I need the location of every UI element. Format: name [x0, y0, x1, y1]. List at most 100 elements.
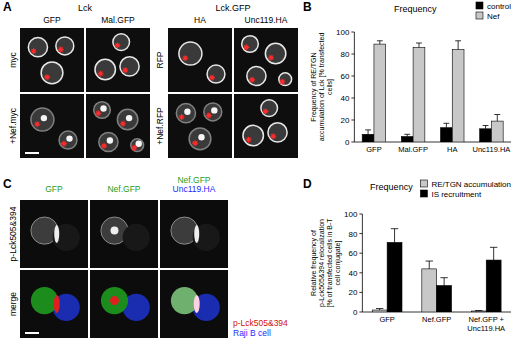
y-tick-label: 100 — [336, 28, 350, 37]
axis-title: Relative frequency ofp-Lck505&394 reloca… — [310, 218, 342, 308]
asterisk — [209, 75, 215, 81]
x-tick-label: GFP — [379, 315, 394, 324]
image-bg — [86, 94, 150, 158]
bar — [486, 260, 501, 312]
y-tick-label: 80 — [348, 230, 357, 239]
micrograph — [20, 200, 88, 268]
error-bar — [494, 115, 500, 122]
text-line: accumulation of Lck [% transfected — [318, 33, 326, 142]
asterisk — [131, 145, 137, 151]
micrograph — [20, 94, 84, 158]
signal — [54, 225, 59, 243]
puncta — [126, 115, 132, 121]
legend-label: IS recruitment — [431, 190, 482, 199]
cell — [247, 66, 266, 85]
micrograph — [234, 94, 298, 158]
image-bg — [234, 94, 298, 158]
channel-legend: p-Lck505&394 — [233, 318, 288, 328]
asterisk — [179, 114, 185, 120]
y-tick — [359, 292, 362, 293]
text-line: cell conjugate] — [334, 241, 342, 286]
image-bg — [20, 94, 84, 158]
x-tick-label: GFP — [366, 145, 381, 154]
cell — [131, 139, 144, 152]
y-axis — [354, 32, 355, 142]
cell — [268, 123, 287, 142]
error-bar — [404, 134, 410, 136]
text-line: Mal.GFP — [398, 145, 428, 154]
panel-letter: C — [3, 177, 12, 191]
row-label: RFP — [155, 51, 165, 68]
micrograph — [160, 270, 228, 338]
y-tick-label: 20 — [348, 288, 357, 297]
asterisk — [44, 74, 50, 80]
b-cell — [193, 294, 220, 321]
cell — [243, 125, 263, 145]
cell — [279, 73, 292, 86]
text-line: GFP — [366, 145, 381, 154]
error-bar — [440, 278, 447, 286]
error-bar — [376, 309, 383, 310]
asterisk — [120, 121, 126, 127]
text-line: Frequency of RE/TGN — [310, 52, 318, 121]
micrograph — [90, 270, 158, 338]
asterisk — [249, 77, 255, 83]
image-bg — [168, 94, 232, 158]
y-tick — [359, 233, 362, 234]
legend-swatch — [420, 190, 427, 197]
cell — [261, 100, 278, 117]
micrograph — [90, 200, 158, 268]
bar — [401, 137, 413, 143]
text-line: GFP — [379, 315, 394, 324]
x-tick-label: Nef.GFP +Unc119.HA — [467, 315, 505, 333]
bar — [441, 128, 453, 142]
error-bar — [455, 41, 461, 50]
cell — [41, 62, 63, 84]
b-cell — [193, 224, 220, 251]
asterisk — [243, 44, 249, 50]
marks — [362, 41, 503, 142]
asterisk — [246, 137, 252, 143]
bar — [372, 310, 387, 312]
bar — [374, 44, 386, 142]
signal — [194, 225, 199, 243]
error-bar — [377, 41, 383, 44]
y-tick-label: 40 — [340, 94, 349, 103]
legend-swatch — [420, 180, 427, 187]
y-tick-label: 20 — [340, 116, 349, 125]
asterisk — [182, 55, 188, 61]
asterisk — [268, 55, 274, 61]
b-cell — [123, 224, 150, 251]
marks — [372, 229, 501, 312]
asterisk — [95, 110, 101, 116]
cell — [117, 109, 137, 129]
b-cell — [53, 294, 80, 321]
y-axis — [362, 214, 363, 312]
image-bg — [168, 28, 232, 92]
micrograph — [86, 28, 150, 92]
bar — [413, 47, 425, 142]
x-tick-label: Mal.GFP — [398, 145, 428, 154]
scale-bar — [25, 332, 39, 334]
y-tick-label: 40 — [348, 269, 357, 278]
legend-swatch — [476, 12, 483, 19]
y-tick — [351, 142, 354, 143]
y-tick — [359, 214, 362, 215]
bar — [471, 311, 486, 312]
puncta — [184, 109, 190, 115]
cell — [189, 128, 211, 150]
y-tick — [351, 120, 354, 121]
puncta — [211, 107, 217, 113]
error-bar — [365, 130, 371, 134]
image-bg — [20, 28, 84, 92]
image-bg — [86, 28, 150, 92]
puncta — [100, 105, 106, 111]
bar — [480, 129, 492, 142]
row-label: +Nef.myc — [8, 107, 18, 144]
cell — [120, 57, 139, 76]
y-tick-label: 0 — [345, 138, 350, 147]
y-tick — [351, 98, 354, 99]
scale-bar — [25, 152, 39, 154]
column-header: HA — [194, 15, 206, 25]
signal — [54, 295, 60, 313]
